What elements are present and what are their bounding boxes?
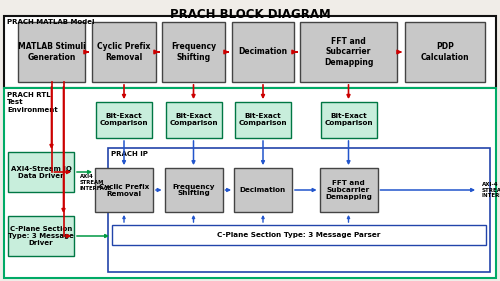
Bar bbox=[4, 16, 496, 88]
Bar bbox=[18, 22, 85, 82]
Text: Frequency
Shifting: Frequency Shifting bbox=[171, 42, 216, 62]
Bar bbox=[108, 148, 490, 272]
Bar bbox=[164, 168, 222, 212]
Text: Decimation: Decimation bbox=[238, 47, 288, 56]
Text: PRACH RTL
Test
Environment: PRACH RTL Test Environment bbox=[7, 92, 58, 113]
Text: C-Plane Section Type: 3 Message Parser: C-Plane Section Type: 3 Message Parser bbox=[218, 232, 380, 238]
Bar bbox=[405, 22, 485, 82]
Text: C-Plane Section
Type: 3 Message
Driver: C-Plane Section Type: 3 Message Driver bbox=[8, 226, 74, 246]
Text: FFT and
Subcarrier
Demapping: FFT and Subcarrier Demapping bbox=[325, 180, 372, 200]
Bar bbox=[96, 102, 152, 138]
Text: FFT and
Subcarrier
Demapping: FFT and Subcarrier Demapping bbox=[324, 37, 373, 67]
Text: AXI-4
STREAM
INTERFACE: AXI-4 STREAM INTERFACE bbox=[482, 182, 500, 198]
Bar bbox=[320, 102, 376, 138]
Bar bbox=[112, 225, 486, 245]
Bar bbox=[234, 168, 292, 212]
Text: PRACH IP: PRACH IP bbox=[111, 151, 148, 157]
Text: PDP
Calculation: PDP Calculation bbox=[420, 42, 470, 62]
Bar bbox=[235, 102, 291, 138]
Text: Bit-Exact
Comparison: Bit-Exact Comparison bbox=[324, 114, 373, 126]
Text: MATLAB Stimuli
Generation: MATLAB Stimuli Generation bbox=[18, 42, 86, 62]
Bar bbox=[320, 168, 378, 212]
Bar bbox=[8, 152, 74, 192]
Text: Frequency
Shifting: Frequency Shifting bbox=[172, 183, 215, 196]
Bar bbox=[166, 102, 222, 138]
Text: Bit-Exact
Comparison: Bit-Exact Comparison bbox=[238, 114, 288, 126]
Text: PRACH MATLAB Model: PRACH MATLAB Model bbox=[7, 19, 94, 25]
Bar bbox=[92, 22, 156, 82]
Text: Bit-Exact
Comparison: Bit-Exact Comparison bbox=[100, 114, 148, 126]
Text: AXI4-Stream IQ
Data Driver: AXI4-Stream IQ Data Driver bbox=[10, 166, 72, 178]
Bar bbox=[95, 168, 153, 212]
Bar bbox=[162, 22, 225, 82]
Text: Cyclic Prefix
Removal: Cyclic Prefix Removal bbox=[98, 42, 150, 62]
Bar bbox=[300, 22, 397, 82]
Text: Cyclic Prefix
Removal: Cyclic Prefix Removal bbox=[99, 183, 149, 196]
Bar bbox=[232, 22, 294, 82]
Bar bbox=[8, 216, 74, 256]
Text: Bit-Exact
Comparison: Bit-Exact Comparison bbox=[169, 114, 218, 126]
Text: PRACH BLOCK DIAGRAM: PRACH BLOCK DIAGRAM bbox=[170, 8, 330, 21]
Text: AXI4
STREAM
INTERFACE: AXI4 STREAM INTERFACE bbox=[80, 174, 112, 191]
Text: Decimation: Decimation bbox=[240, 187, 286, 193]
Bar bbox=[4, 88, 496, 278]
